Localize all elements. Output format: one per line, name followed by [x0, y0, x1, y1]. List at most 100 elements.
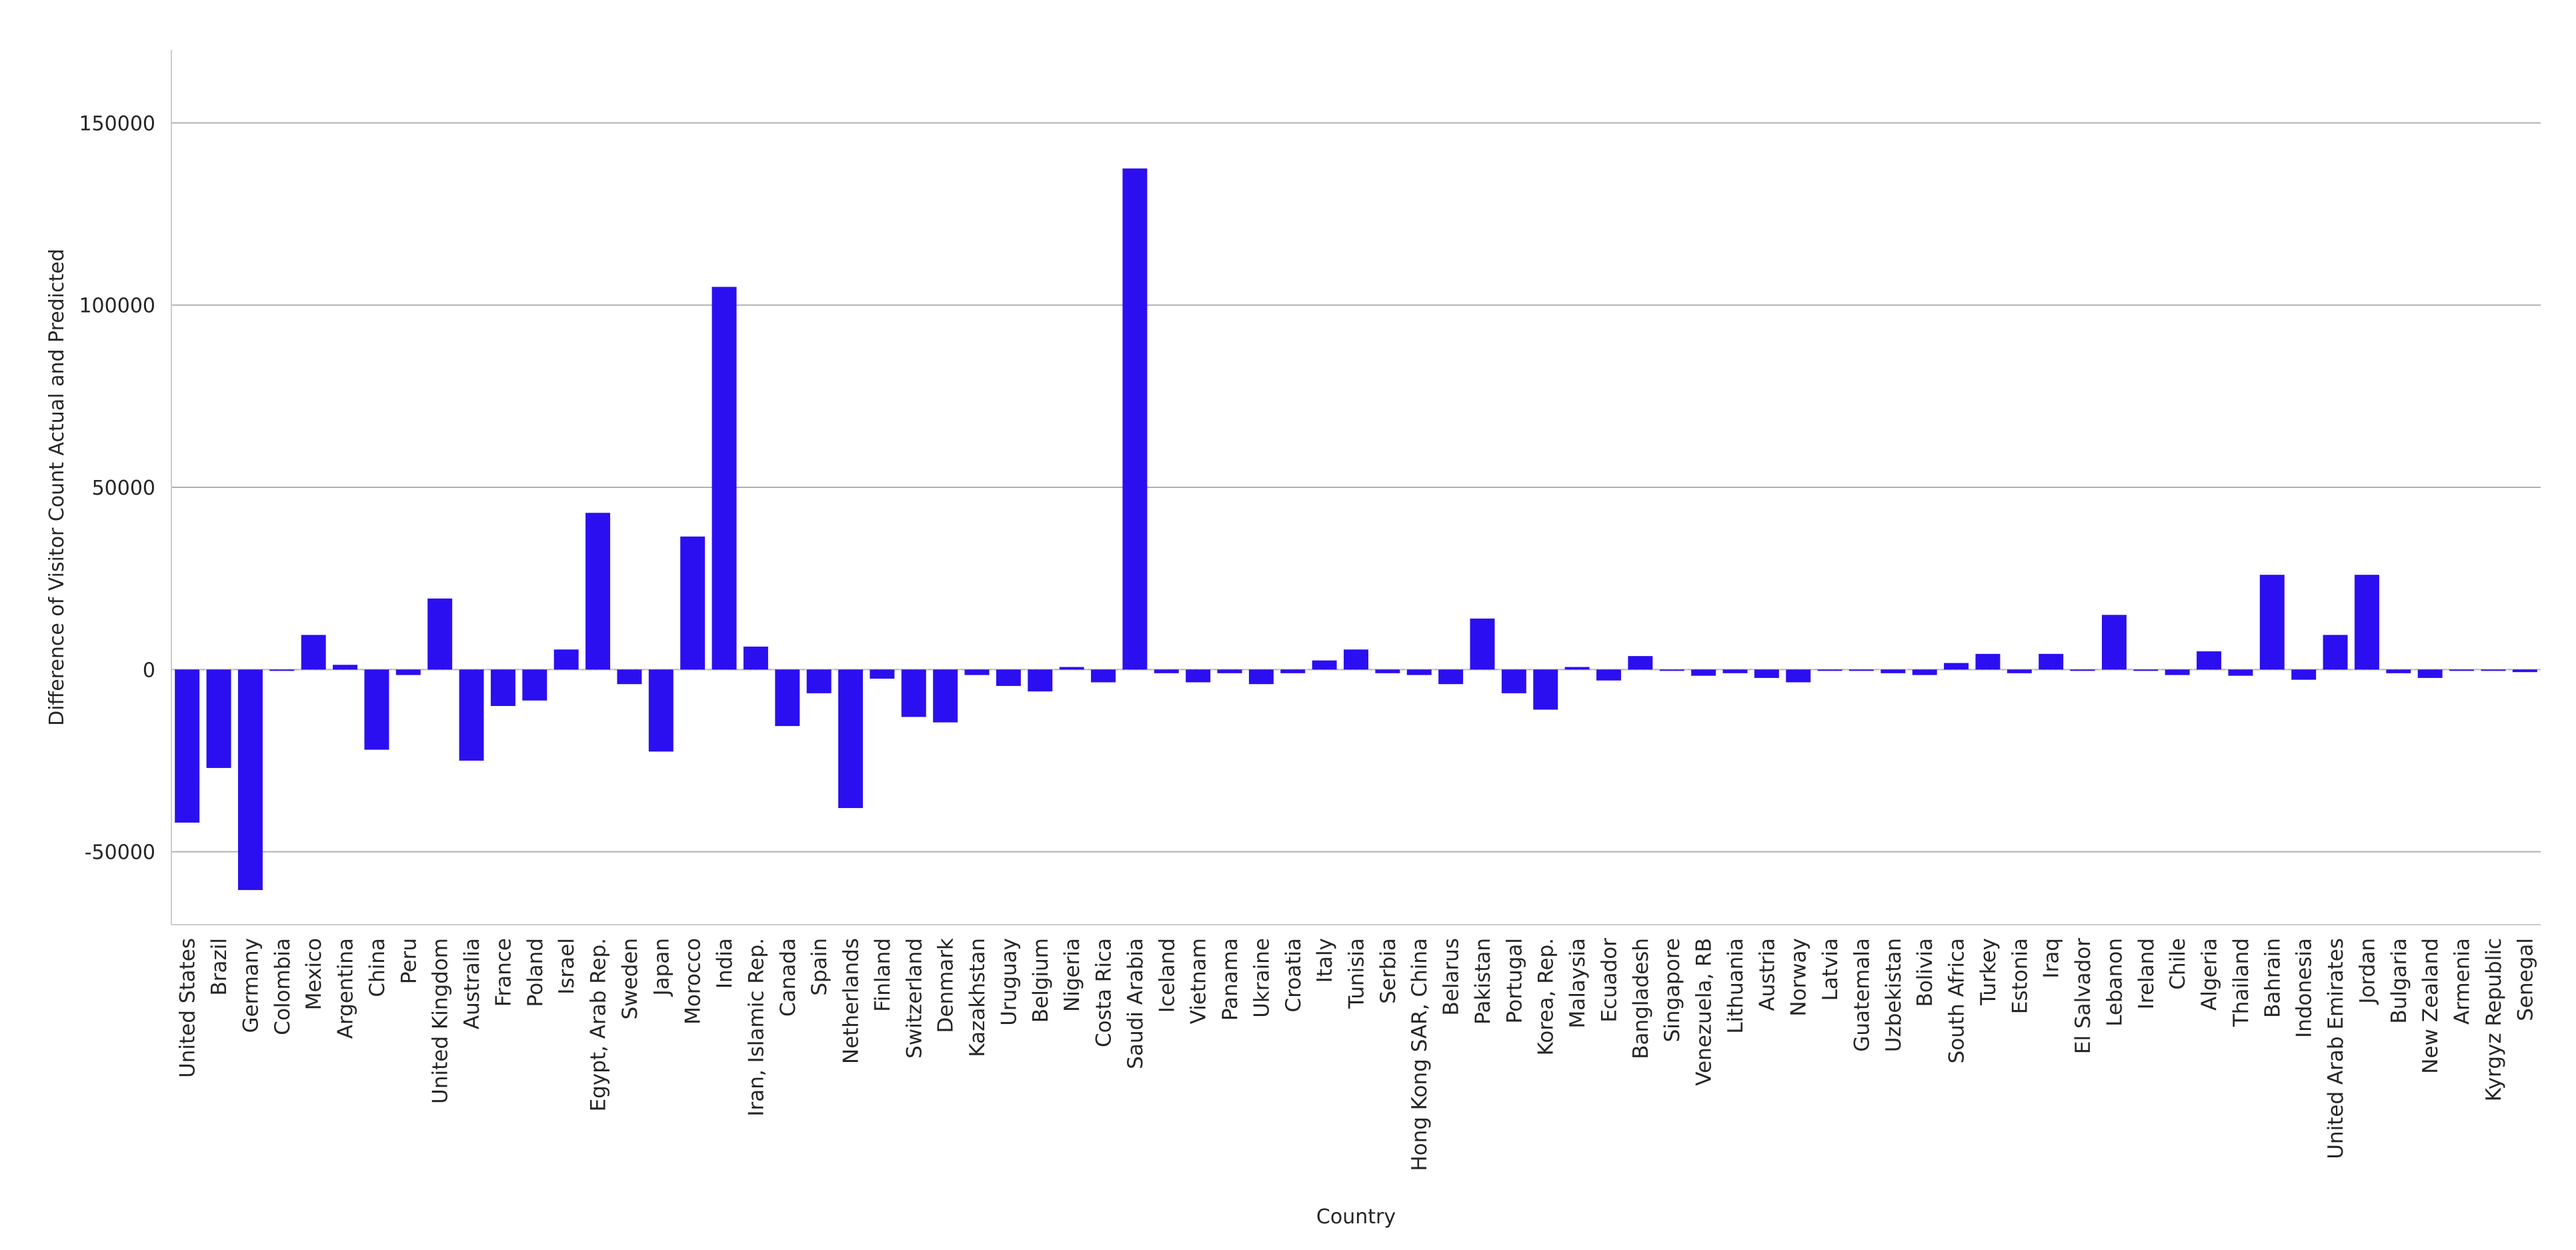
x-tick-label: Hong Kong SAR, China: [1408, 938, 1432, 1171]
x-tick-label: Argentina: [334, 938, 358, 1039]
x-tick-label: Armenia: [2451, 938, 2475, 1025]
x-tick-label: Turkey: [1977, 938, 2001, 1006]
bar: [585, 513, 611, 670]
bar: [553, 649, 579, 670]
x-tick-label: Vietnam: [1187, 938, 1211, 1024]
x-tick-label: Iraq: [2040, 938, 2064, 979]
x-tick-label: Pakistan: [1471, 938, 1495, 1025]
bar: [2228, 669, 2253, 676]
x-tick-label: Ireland: [2135, 938, 2159, 1009]
bar: [522, 669, 547, 701]
bars: [175, 168, 2537, 891]
bar: [459, 669, 484, 761]
y-axis-title: Difference of Visitor Count Actual and P…: [45, 249, 69, 726]
bar: [712, 287, 737, 670]
bar: [2070, 669, 2095, 671]
x-tick-label: Iceland: [1155, 938, 1179, 1013]
bar: [964, 669, 990, 675]
x-tick-label: El Salvador: [2071, 938, 2095, 1054]
x-tick-label: Bulgaria: [2387, 938, 2411, 1024]
x-tick-label: Bangladesh: [1629, 938, 1653, 1059]
bar: [1186, 669, 1211, 683]
bar: [427, 598, 453, 670]
bar: [838, 669, 864, 809]
x-tick-label: Australia: [460, 938, 484, 1029]
x-tick-label: Malaysia: [1566, 938, 1590, 1028]
x-tick-label: Israel: [555, 938, 579, 995]
x-tick-label: Thailand: [2229, 938, 2253, 1027]
x-tick-label: Singapore: [1660, 938, 1684, 1042]
bar: [1722, 669, 1748, 673]
bar: [2291, 669, 2317, 680]
x-tick-label: Colombia: [271, 938, 295, 1035]
x-tick-label: Bahrain: [2261, 938, 2285, 1018]
bar: [1501, 669, 1526, 693]
bar: [2259, 575, 2285, 670]
x-tick-label: Austria: [1755, 938, 1779, 1011]
bar: [1217, 669, 1242, 673]
bar: [1248, 669, 1274, 685]
x-tick-label: Italy: [1313, 938, 1337, 983]
y-tick-label: 150000: [79, 112, 155, 135]
bar: [1754, 669, 1779, 678]
x-axis-title: Country: [1316, 1205, 1396, 1229]
x-tick-label: Uzbekistan: [1882, 938, 1906, 1052]
x-tick-label: Estonia: [2008, 938, 2032, 1014]
bar: [1564, 667, 1590, 670]
bar: [1059, 667, 1084, 670]
bar: [680, 536, 706, 670]
x-tick-label: Nigeria: [1060, 938, 1084, 1012]
bar: [870, 669, 895, 679]
x-tick-label: United Arab Emirates: [2324, 938, 2348, 1159]
bar: [175, 669, 200, 823]
x-tick-label: Venezuela, RB: [1692, 938, 1716, 1086]
x-tick-label: Uruguay: [997, 938, 1021, 1026]
bar: [2007, 669, 2032, 673]
x-tick-label: Switzerland: [902, 938, 926, 1059]
bar: [996, 669, 1021, 686]
bar: [1944, 663, 1969, 670]
bar: [1786, 669, 1811, 683]
bar: [1406, 669, 1432, 675]
bar: [269, 669, 295, 671]
x-tick-label: India: [713, 938, 737, 989]
bar: [1880, 669, 1906, 673]
x-tick-label: Korea, Rep.: [1534, 938, 1558, 1055]
x-tick-label: New Zealand: [2419, 938, 2443, 1074]
x-tick-label: Belgium: [1029, 938, 1053, 1023]
x-tick-label: Brazil: [207, 938, 231, 996]
bar: [1691, 669, 1716, 676]
bar: [901, 669, 926, 717]
x-tick-label: Croatia: [1282, 938, 1306, 1012]
bar: [2417, 669, 2443, 678]
y-axis-ticks: -50000 0 50000 100000 150000: [79, 112, 155, 864]
x-tick-label: Serbia: [1376, 938, 1400, 1004]
x-tick-label: Kyrgyz Republic: [2482, 938, 2506, 1101]
x-axis-category-labels: United States Brazil Germany Colombia Mexico…: [176, 938, 2538, 1171]
bar: [1470, 618, 1495, 670]
x-tick-label: Bolivia: [1913, 938, 1937, 1007]
x-tick-label: Costa Rica: [1092, 938, 1116, 1047]
x-tick-label: Chile: [2166, 938, 2190, 990]
x-tick-label: Japan: [650, 938, 674, 997]
bar: [2101, 615, 2127, 670]
x-tick-label: United Kingdom: [429, 938, 453, 1104]
x-tick-label: Iran, Islamic Rep.: [744, 938, 768, 1117]
y-tick-label: 0: [143, 659, 155, 682]
x-tick-label: Peru: [397, 938, 421, 984]
x-tick-label: Egypt, Arab Rep.: [587, 938, 611, 1111]
bar: [1628, 656, 1653, 670]
x-tick-label: South Africa: [1945, 938, 1969, 1063]
bar: [1154, 669, 1179, 673]
x-tick-label: Jordan: [2355, 938, 2379, 1005]
bar: [1848, 669, 1874, 671]
bar: [1533, 669, 1558, 710]
x-tick-label: Finland: [871, 938, 895, 1012]
x-tick-label: Ukraine: [1250, 938, 1274, 1018]
x-tick-label: Portugal: [1502, 938, 1526, 1023]
x-tick-label: Norway: [1787, 938, 1811, 1017]
bar: [806, 669, 832, 693]
bar: [1912, 669, 1937, 675]
bar: [2481, 669, 2506, 671]
bar: [1817, 669, 1842, 671]
